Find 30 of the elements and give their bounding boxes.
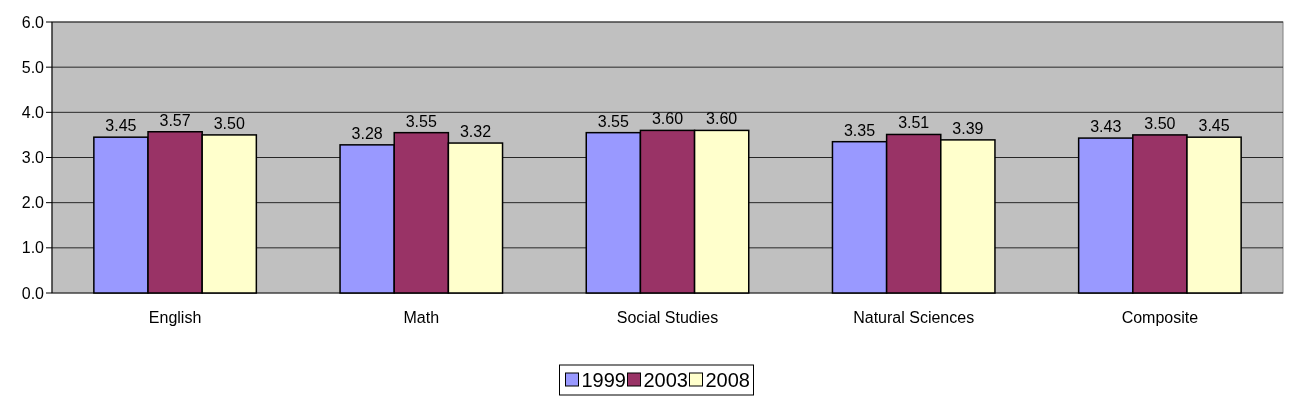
y-tick-label: 2.0: [21, 194, 45, 212]
data-label: 3.43: [1090, 118, 1122, 136]
data-label: 3.60: [706, 110, 738, 128]
y-tick-label: 6.0: [21, 13, 45, 31]
x-tick-label: Social Studies: [616, 309, 719, 326]
x-tick-label: English: [148, 309, 202, 326]
y-tick-label: 0.0: [21, 284, 45, 302]
x-tick-label: Composite: [1121, 309, 1199, 326]
y-tick-label: 3.0: [21, 149, 45, 167]
data-label: 3.45: [105, 117, 137, 135]
x-tick-label: Natural Sciences: [853, 309, 975, 326]
data-label: 3.51: [898, 114, 930, 132]
y-tick-label: 1.0: [21, 239, 45, 257]
x-tick-label: Math: [403, 309, 440, 326]
data-label: 3.60: [651, 110, 684, 128]
legend-label: 1999: [581, 369, 626, 391]
data-label: 3.55: [597, 112, 630, 130]
legend-label: 2008: [705, 369, 750, 391]
data-label: 3.28: [351, 124, 383, 142]
data-label: 3.39: [952, 119, 984, 137]
y-tick-label: 5.0: [21, 58, 45, 76]
y-tick-label: 4.0: [21, 103, 45, 121]
data-label: 3.50: [213, 114, 245, 132]
data-label: 3.45: [1198, 117, 1230, 135]
legend-label: 2003: [643, 369, 688, 391]
data-label: 3.35: [843, 121, 876, 139]
data-label: 3.55: [405, 112, 437, 130]
data-label: 3.32: [459, 123, 492, 141]
data-label: 3.57: [159, 111, 191, 129]
data-label: 3.50: [1144, 114, 1176, 132]
